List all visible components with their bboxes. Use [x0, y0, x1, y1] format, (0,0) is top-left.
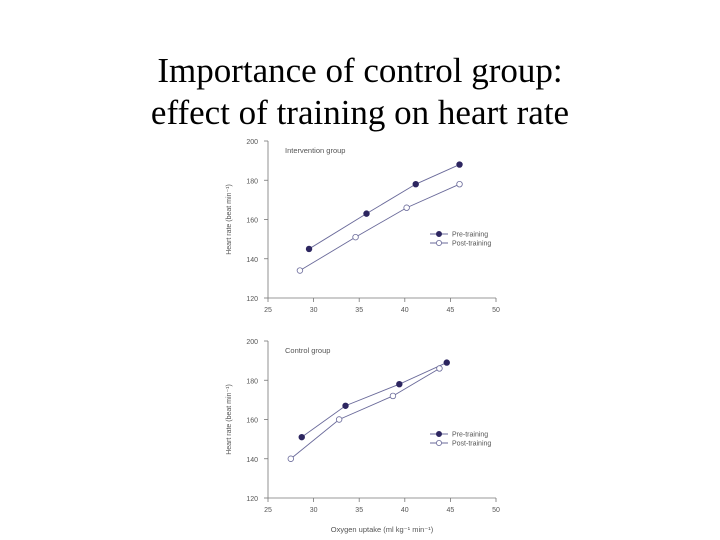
data-point-post-training	[287, 455, 294, 462]
data-point-pre-training	[456, 161, 463, 168]
x-tick-label: 25	[264, 507, 272, 514]
x-tick-label: 40	[401, 507, 409, 514]
series-line-pre-training	[301, 362, 447, 438]
chart-panel-1: 120 140 160 180 200 25 30 35 40 45 50 Heart rate (b…	[226, 139, 500, 314]
x-tick-label: 40	[401, 307, 409, 314]
data-point-post-training	[389, 392, 397, 400]
y-tick-label: 180	[246, 378, 258, 385]
data-point-pre-training	[412, 180, 419, 188]
x-tick-label: 45	[447, 507, 455, 514]
data-point-post-training	[335, 416, 343, 423]
x-tick-label: 35	[355, 507, 363, 514]
legend-label: Post-training	[452, 241, 491, 248]
chart-title: Control group	[285, 346, 330, 355]
x-tick-label: 30	[310, 307, 318, 314]
y-tick-label: 200	[246, 339, 258, 346]
data-point-pre-training	[298, 433, 305, 441]
data-point-pre-training	[396, 380, 403, 388]
y-tick-label: 160	[246, 418, 258, 425]
data-point-post-training	[403, 204, 410, 211]
chart-panel-2: 120 140 160 180 200 25 30 35 40 45 50 Heart rate (b…	[226, 339, 500, 534]
y-tick-label: 160	[246, 218, 258, 225]
series-line-post-training	[290, 368, 440, 460]
y-tick-label: 140	[246, 257, 258, 264]
x-tick-label: 50	[492, 307, 500, 314]
y-tick-label: 180	[246, 178, 258, 185]
series-line-pre-training	[308, 164, 460, 250]
data-point-pre-training	[342, 402, 349, 409]
y-axis-label: Heart rate (beat min⁻¹)	[226, 384, 233, 455]
data-point-pre-training	[363, 210, 370, 217]
legend-label: Pre-training	[452, 232, 488, 239]
x-axis-label: Oxygen uptake (ml kg⁻¹ min⁻¹)	[331, 525, 434, 534]
x-tick-label: 35	[355, 307, 363, 314]
slide-title-line-2: effect of training on heart rate	[150, 93, 570, 132]
legend-marker	[435, 430, 442, 437]
x-tick-label: 25	[264, 307, 272, 314]
chart-title: Intervention group	[285, 146, 345, 155]
data-point-post-training	[296, 267, 304, 274]
data-point-pre-training	[443, 359, 450, 366]
data-point-post-training	[352, 233, 359, 241]
slide-title-line-1: Importance of control group:	[157, 51, 563, 90]
data-point-post-training	[456, 180, 463, 188]
data-point-post-training	[436, 365, 443, 372]
data-point-pre-training	[305, 245, 313, 253]
slide-title: Importance of control group: effect of t…	[0, 50, 720, 134]
series-line-post-training	[299, 183, 460, 271]
x-tick-label: 50	[492, 507, 500, 514]
y-tick-label: 120	[246, 496, 258, 503]
legend-marker	[435, 230, 442, 237]
legend-label: Pre-training	[452, 432, 488, 439]
y-tick-label: 120	[246, 296, 258, 303]
legend-marker	[435, 439, 442, 446]
x-tick-label: 30	[310, 507, 318, 514]
y-axis-label: Heart rate (beat min⁻¹)	[226, 184, 233, 255]
x-tick-label: 45	[447, 307, 455, 314]
y-tick-label: 200	[246, 139, 258, 146]
legend-marker	[435, 239, 442, 246]
y-tick-label: 140	[246, 457, 258, 464]
legend-label: Post-training	[452, 441, 491, 448]
